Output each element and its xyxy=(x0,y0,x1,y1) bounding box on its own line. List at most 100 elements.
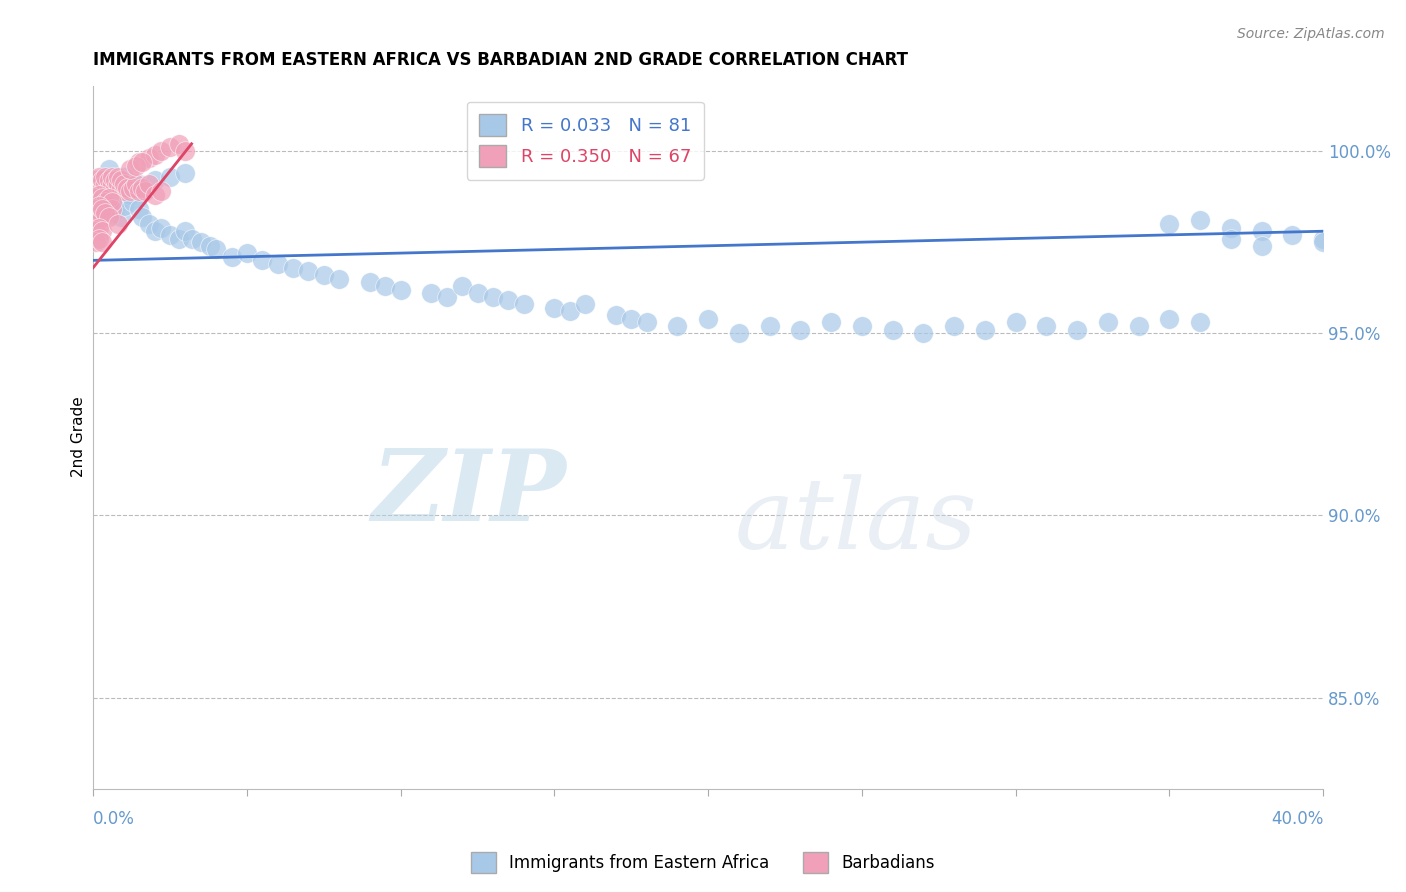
Point xyxy=(97,180,120,194)
Point xyxy=(89,177,111,191)
Point xyxy=(104,173,127,187)
Point xyxy=(143,187,166,202)
Point xyxy=(89,169,111,184)
Point xyxy=(91,199,114,213)
Point xyxy=(190,235,212,249)
Point xyxy=(89,199,111,213)
Point xyxy=(110,180,132,194)
Point xyxy=(1250,239,1272,253)
Point xyxy=(436,290,458,304)
Point xyxy=(1128,318,1150,333)
Point xyxy=(110,173,132,187)
Point xyxy=(91,191,114,205)
Point xyxy=(328,271,350,285)
Text: atlas: atlas xyxy=(734,474,977,569)
Point xyxy=(636,315,658,329)
Point xyxy=(91,173,114,187)
Point xyxy=(97,206,120,220)
Point xyxy=(84,199,107,213)
Point xyxy=(1004,315,1026,329)
Point xyxy=(131,210,153,224)
Point xyxy=(91,210,114,224)
Point xyxy=(1250,224,1272,238)
Point xyxy=(112,169,135,184)
Point xyxy=(174,144,197,158)
Point xyxy=(125,177,148,191)
Point xyxy=(359,275,381,289)
Point xyxy=(1312,235,1334,249)
Point xyxy=(84,202,107,217)
Point xyxy=(138,177,160,191)
Point xyxy=(110,210,132,224)
Point xyxy=(112,199,135,213)
Text: Source: ZipAtlas.com: Source: ZipAtlas.com xyxy=(1237,27,1385,41)
Point xyxy=(91,199,114,213)
Point xyxy=(84,180,107,194)
Point xyxy=(789,322,811,336)
Text: ZIP: ZIP xyxy=(371,445,567,541)
Point xyxy=(120,162,142,177)
Point xyxy=(100,169,122,184)
Point xyxy=(1312,231,1334,245)
Point xyxy=(125,159,148,173)
Point xyxy=(1219,220,1241,235)
Point xyxy=(169,231,191,245)
Point xyxy=(100,195,122,210)
Point xyxy=(851,318,873,333)
Point xyxy=(389,283,412,297)
Point xyxy=(221,250,243,264)
Point xyxy=(94,202,117,217)
Point xyxy=(498,293,520,308)
Point xyxy=(128,155,150,169)
Point xyxy=(112,184,135,198)
Point xyxy=(134,184,156,198)
Point xyxy=(143,173,166,187)
Point xyxy=(297,264,319,278)
Point xyxy=(1035,318,1057,333)
Point xyxy=(159,227,181,242)
Point xyxy=(252,253,274,268)
Point xyxy=(112,177,135,191)
Text: 40.0%: 40.0% xyxy=(1271,811,1323,829)
Y-axis label: 2nd Grade: 2nd Grade xyxy=(72,397,86,477)
Point xyxy=(558,304,581,318)
Point xyxy=(89,187,111,202)
Point xyxy=(451,278,474,293)
Point xyxy=(374,278,396,293)
Point xyxy=(149,220,172,235)
Point xyxy=(89,195,111,210)
Point xyxy=(104,202,127,217)
Point xyxy=(84,180,107,194)
Point xyxy=(912,326,935,341)
Point xyxy=(420,286,443,301)
Point xyxy=(120,187,142,202)
Legend: R = 0.033   N = 81, R = 0.350   N = 67: R = 0.033 N = 81, R = 0.350 N = 67 xyxy=(467,102,704,180)
Point xyxy=(143,224,166,238)
Point xyxy=(973,322,995,336)
Text: 0.0%: 0.0% xyxy=(93,811,135,829)
Point xyxy=(100,184,122,198)
Point xyxy=(312,268,335,282)
Point xyxy=(128,184,150,198)
Point xyxy=(128,177,150,191)
Point xyxy=(512,297,534,311)
Point xyxy=(89,220,111,235)
Point xyxy=(620,311,643,326)
Point xyxy=(89,187,111,202)
Point xyxy=(138,217,160,231)
Point xyxy=(666,318,689,333)
Point xyxy=(605,308,627,322)
Point xyxy=(174,224,197,238)
Point xyxy=(882,322,904,336)
Point xyxy=(281,260,304,275)
Point xyxy=(97,210,120,224)
Point xyxy=(128,202,150,217)
Point xyxy=(97,191,120,205)
Point xyxy=(115,180,138,194)
Point xyxy=(91,235,114,249)
Point xyxy=(120,184,142,198)
Point xyxy=(482,290,505,304)
Point xyxy=(94,191,117,205)
Point xyxy=(84,224,107,238)
Point xyxy=(205,243,228,257)
